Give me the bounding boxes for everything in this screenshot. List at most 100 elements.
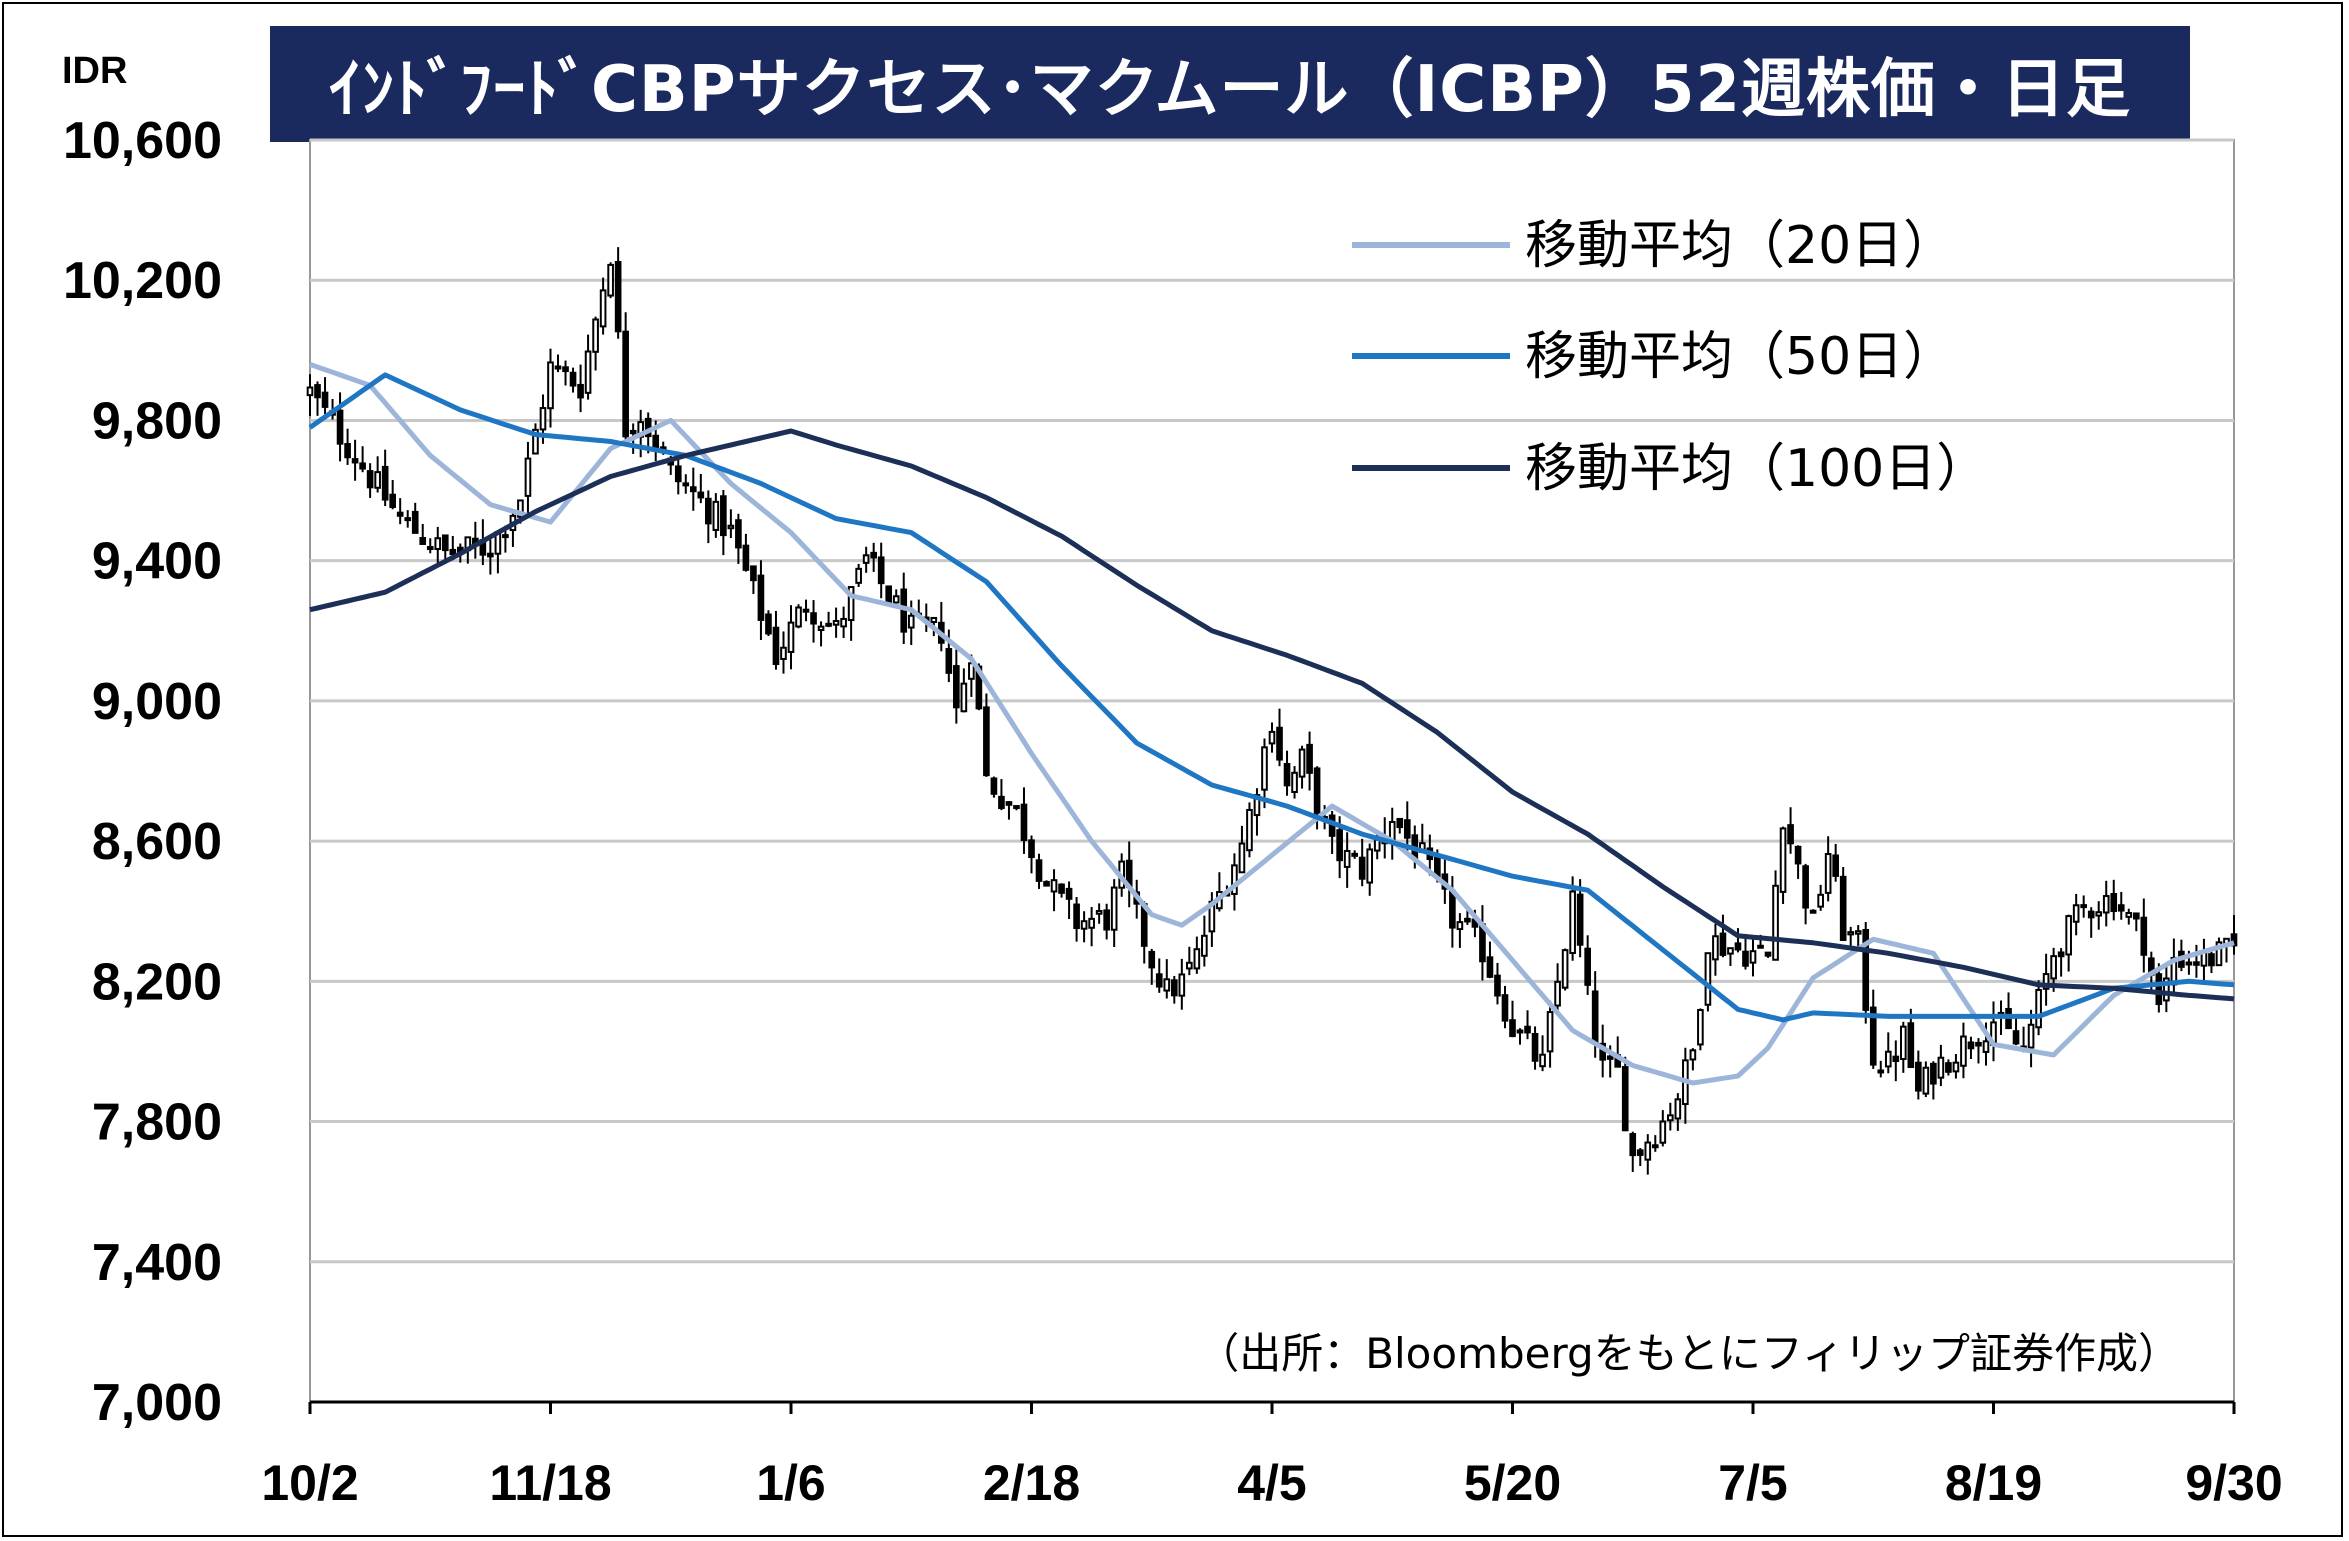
candle-body xyxy=(1945,1062,1952,1073)
candle-body xyxy=(1697,1009,1704,1046)
candle-body xyxy=(689,486,697,493)
candle-body xyxy=(607,263,614,297)
candle-body xyxy=(366,470,374,489)
candle-body xyxy=(1456,921,1464,931)
candle-body xyxy=(705,497,712,525)
title-banner: ｲﾝﾄﾞﾌｰﾄﾞCBPサクセス･マクムール（ICBP）52週株価・日足 xyxy=(270,26,2190,142)
candle-body xyxy=(1644,1141,1652,1161)
candle-body xyxy=(381,465,389,501)
candle-body xyxy=(1366,848,1374,884)
candle-body xyxy=(1163,978,1171,992)
candle-body xyxy=(2057,951,2065,958)
candle-body xyxy=(862,554,870,564)
candle-body xyxy=(1193,948,1201,970)
candle-body xyxy=(810,612,817,625)
candle-body xyxy=(389,493,396,508)
candle-body xyxy=(1351,852,1358,857)
candle-body xyxy=(1283,762,1291,787)
candle-body xyxy=(1967,1041,1975,1050)
candle-body xyxy=(1712,935,1719,961)
candle-body xyxy=(374,471,381,489)
candle-body xyxy=(1516,1029,1524,1034)
candle-body xyxy=(1952,1061,1960,1073)
candle-body xyxy=(1080,920,1088,930)
candle-body xyxy=(832,620,840,626)
y-tick-label: 7,800 xyxy=(92,1094,222,1152)
candle-body xyxy=(780,646,787,660)
candle-body xyxy=(1020,803,1028,842)
y-tick-label: 8,600 xyxy=(92,813,222,871)
candle-body xyxy=(1546,1011,1554,1053)
candle-body xyxy=(1509,1019,1516,1038)
candle-body xyxy=(1832,854,1839,877)
candle-body xyxy=(1930,1062,1937,1085)
chart-title: ｲﾝﾄﾞﾌｰﾄﾞCBPサクセス･マクムール（ICBP）52週株価・日足 xyxy=(328,53,2132,127)
candle-body xyxy=(1689,1049,1697,1061)
candle-body xyxy=(1899,1025,1907,1061)
candle-body xyxy=(1629,1133,1637,1157)
candle-body xyxy=(2155,973,2163,1006)
candle-body xyxy=(426,546,434,551)
candle-body xyxy=(539,407,547,431)
candle-body xyxy=(2117,904,2125,912)
candle-body xyxy=(1276,726,1283,761)
candle-body xyxy=(2042,973,2050,990)
y-tick-label: 10,200 xyxy=(63,252,222,310)
candle-body xyxy=(1336,829,1343,862)
candle-body xyxy=(1779,827,1787,893)
candle-body xyxy=(1809,909,1817,914)
candle-body xyxy=(314,384,321,399)
candle-body xyxy=(1291,771,1298,794)
candle-body xyxy=(2095,911,2103,917)
candle-body xyxy=(1050,879,1058,893)
candle-body xyxy=(524,457,532,497)
candle-body xyxy=(502,534,509,539)
candle-body xyxy=(2132,912,2140,920)
candle-body xyxy=(1403,819,1411,839)
candle-body xyxy=(1501,994,1509,1022)
candle-body xyxy=(1058,883,1065,894)
x-tick-label: 1/6 xyxy=(756,1455,826,1511)
candle-body xyxy=(945,648,953,674)
candle-body xyxy=(2185,961,2193,966)
candle-body xyxy=(960,682,968,713)
candle-body xyxy=(562,366,569,373)
candle-body xyxy=(990,777,998,795)
candle-body xyxy=(1261,746,1268,791)
candle-body xyxy=(1028,839,1035,859)
candle-body xyxy=(1742,950,1749,967)
candle-body xyxy=(396,511,404,517)
candle-body xyxy=(1667,1114,1674,1122)
candle-body xyxy=(1975,1041,1982,1047)
candle-body xyxy=(907,614,915,629)
candle-body xyxy=(1727,947,1734,955)
candle-body xyxy=(554,365,562,370)
candle-body xyxy=(1013,805,1020,810)
candle-body xyxy=(1238,842,1246,874)
candle-body xyxy=(1524,1025,1531,1034)
candle-body xyxy=(419,537,427,545)
candle-body xyxy=(1186,961,1193,970)
candle-body xyxy=(1170,979,1178,997)
candle-body xyxy=(569,371,577,387)
y-tick-label: 9,000 xyxy=(92,673,222,731)
candle-body xyxy=(1231,864,1238,895)
candle-body xyxy=(1937,1056,1945,1079)
candle-body xyxy=(1847,931,1855,936)
candle-body xyxy=(1298,748,1306,778)
candle-body xyxy=(1794,845,1802,865)
candle-body xyxy=(1095,910,1103,915)
candle-body xyxy=(2027,1023,2035,1049)
grid-layer xyxy=(310,138,2234,1264)
candle-body xyxy=(1907,1022,1915,1069)
axis-layer: 7,000 7,400 7,800 8,200 8,600 9,000 9,400 9,800… xyxy=(63,112,2283,1511)
candle-body xyxy=(1854,930,1862,935)
candle-body xyxy=(930,616,938,624)
candle-body xyxy=(584,350,592,394)
candle-body xyxy=(1155,973,1163,988)
x-tick-label: 4/5 xyxy=(1237,1455,1307,1511)
candle-body xyxy=(2012,1030,2020,1045)
candle-body xyxy=(877,556,885,585)
candle-body xyxy=(351,458,359,464)
